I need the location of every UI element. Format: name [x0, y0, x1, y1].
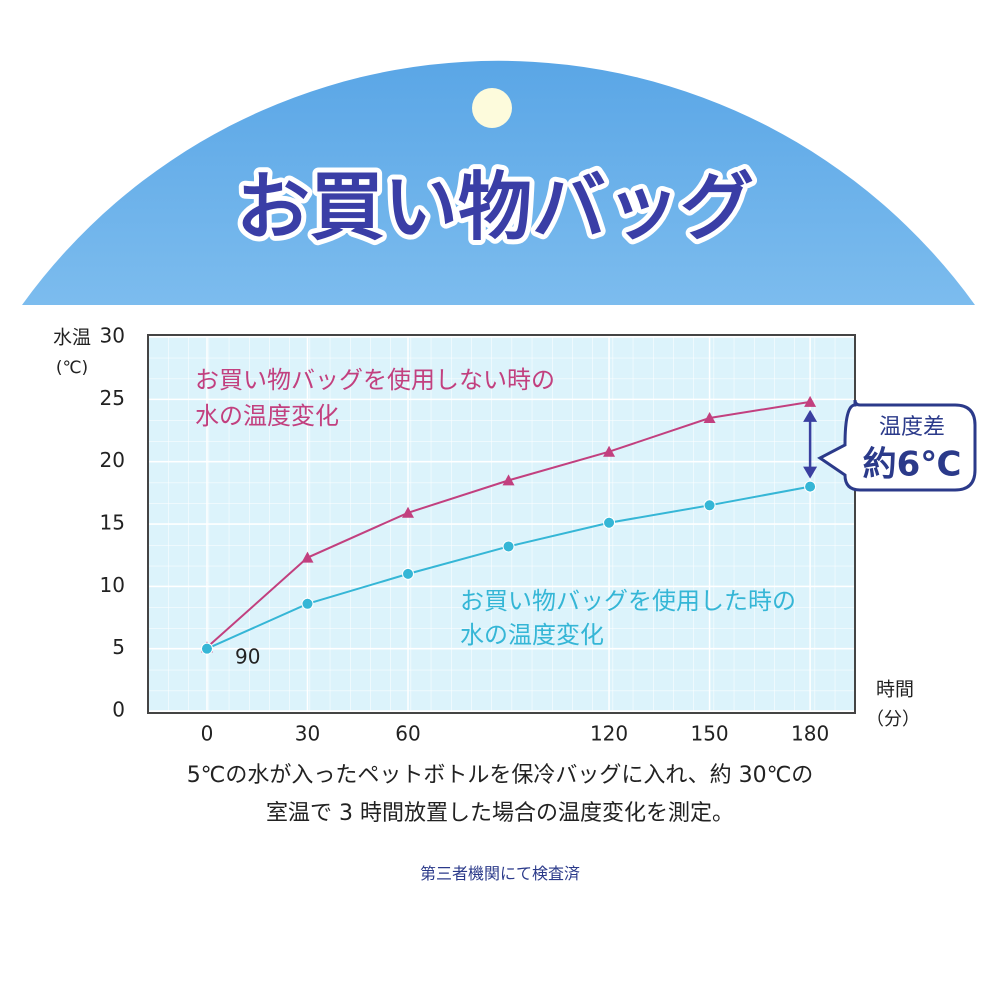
hang-hole: [472, 88, 512, 128]
header-arc: [22, 60, 975, 305]
y-tick-label: 10: [100, 573, 125, 597]
y-tick-label: 20: [100, 448, 125, 472]
x-tick-label: 180: [791, 722, 829, 746]
point-marker: [804, 395, 817, 407]
point-marker: [603, 445, 616, 457]
x-axis-label: 時間: [876, 679, 914, 701]
y-axis-unit: (℃): [56, 358, 88, 378]
callout-value: 約6℃: [863, 445, 962, 485]
y-tick-label: 0: [112, 698, 125, 722]
x-tick-label: 150: [690, 722, 728, 746]
y-tick-label: 25: [100, 386, 125, 410]
point-marker: [200, 642, 213, 655]
point-marker: [502, 540, 515, 553]
point-marker: [402, 506, 415, 518]
x-tick-label: 120: [590, 722, 628, 746]
x-tick-label: 0: [201, 722, 214, 746]
arrow-head: [803, 466, 818, 479]
series-label: お買い物バッグを使用した時の 水の温度変化: [460, 587, 796, 649]
y-axis-label: 水温: [53, 327, 91, 349]
caption: 5℃の水が入ったペットボトルを保冷バッグに入れ、約 30℃の 室温で 3 時間放…: [186, 763, 814, 826]
point-marker: [703, 412, 716, 424]
series-label: お買い物バッグを使用しない時の 水の温度変化: [195, 366, 555, 430]
point-marker: [804, 480, 817, 493]
header-title: お買い物バッグ: [236, 165, 754, 251]
x-tick-label: 60: [395, 722, 420, 746]
x-tick-label: 30: [295, 722, 320, 746]
point-marker: [603, 516, 616, 529]
point-marker: [502, 474, 515, 486]
point-marker: [301, 597, 314, 610]
y-tick-label: 15: [100, 511, 125, 535]
callout-bubble: [817, 399, 977, 492]
footer: 第三者機関にて検査済: [419, 864, 580, 883]
y-tick-label: 5: [112, 635, 125, 659]
point-marker: [703, 499, 716, 512]
x-axis-unit: （分）: [866, 709, 920, 730]
y-tick-label: 30: [100, 324, 125, 348]
point-marker: [301, 551, 314, 563]
callout-title: 温度差: [879, 415, 945, 440]
plot-border: [147, 334, 856, 714]
arrow-head: [803, 409, 818, 422]
point-marker: [402, 567, 415, 580]
stray-label: 90: [235, 645, 260, 669]
